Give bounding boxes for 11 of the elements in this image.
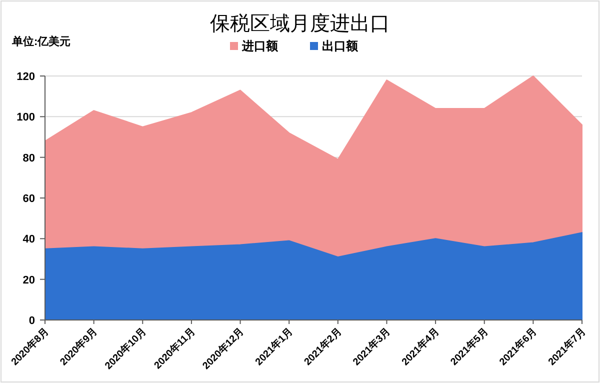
legend-label: 进口额 (241, 39, 279, 53)
text: 单位:亿美元 (11, 35, 71, 48)
y-tick-label: 100 (16, 112, 35, 124)
y-tick-label: 80 (22, 152, 35, 164)
chart-title: 保税区域月度进出口 (210, 13, 390, 35)
y-tick-label: 0 (28, 315, 35, 327)
y-tick-label: 60 (22, 193, 35, 205)
y-tick-label: 120 (16, 71, 35, 83)
y-tick-label: 20 (22, 274, 35, 286)
y-tick-label: 40 (22, 234, 35, 246)
legend-label: 出口额 (322, 39, 359, 53)
